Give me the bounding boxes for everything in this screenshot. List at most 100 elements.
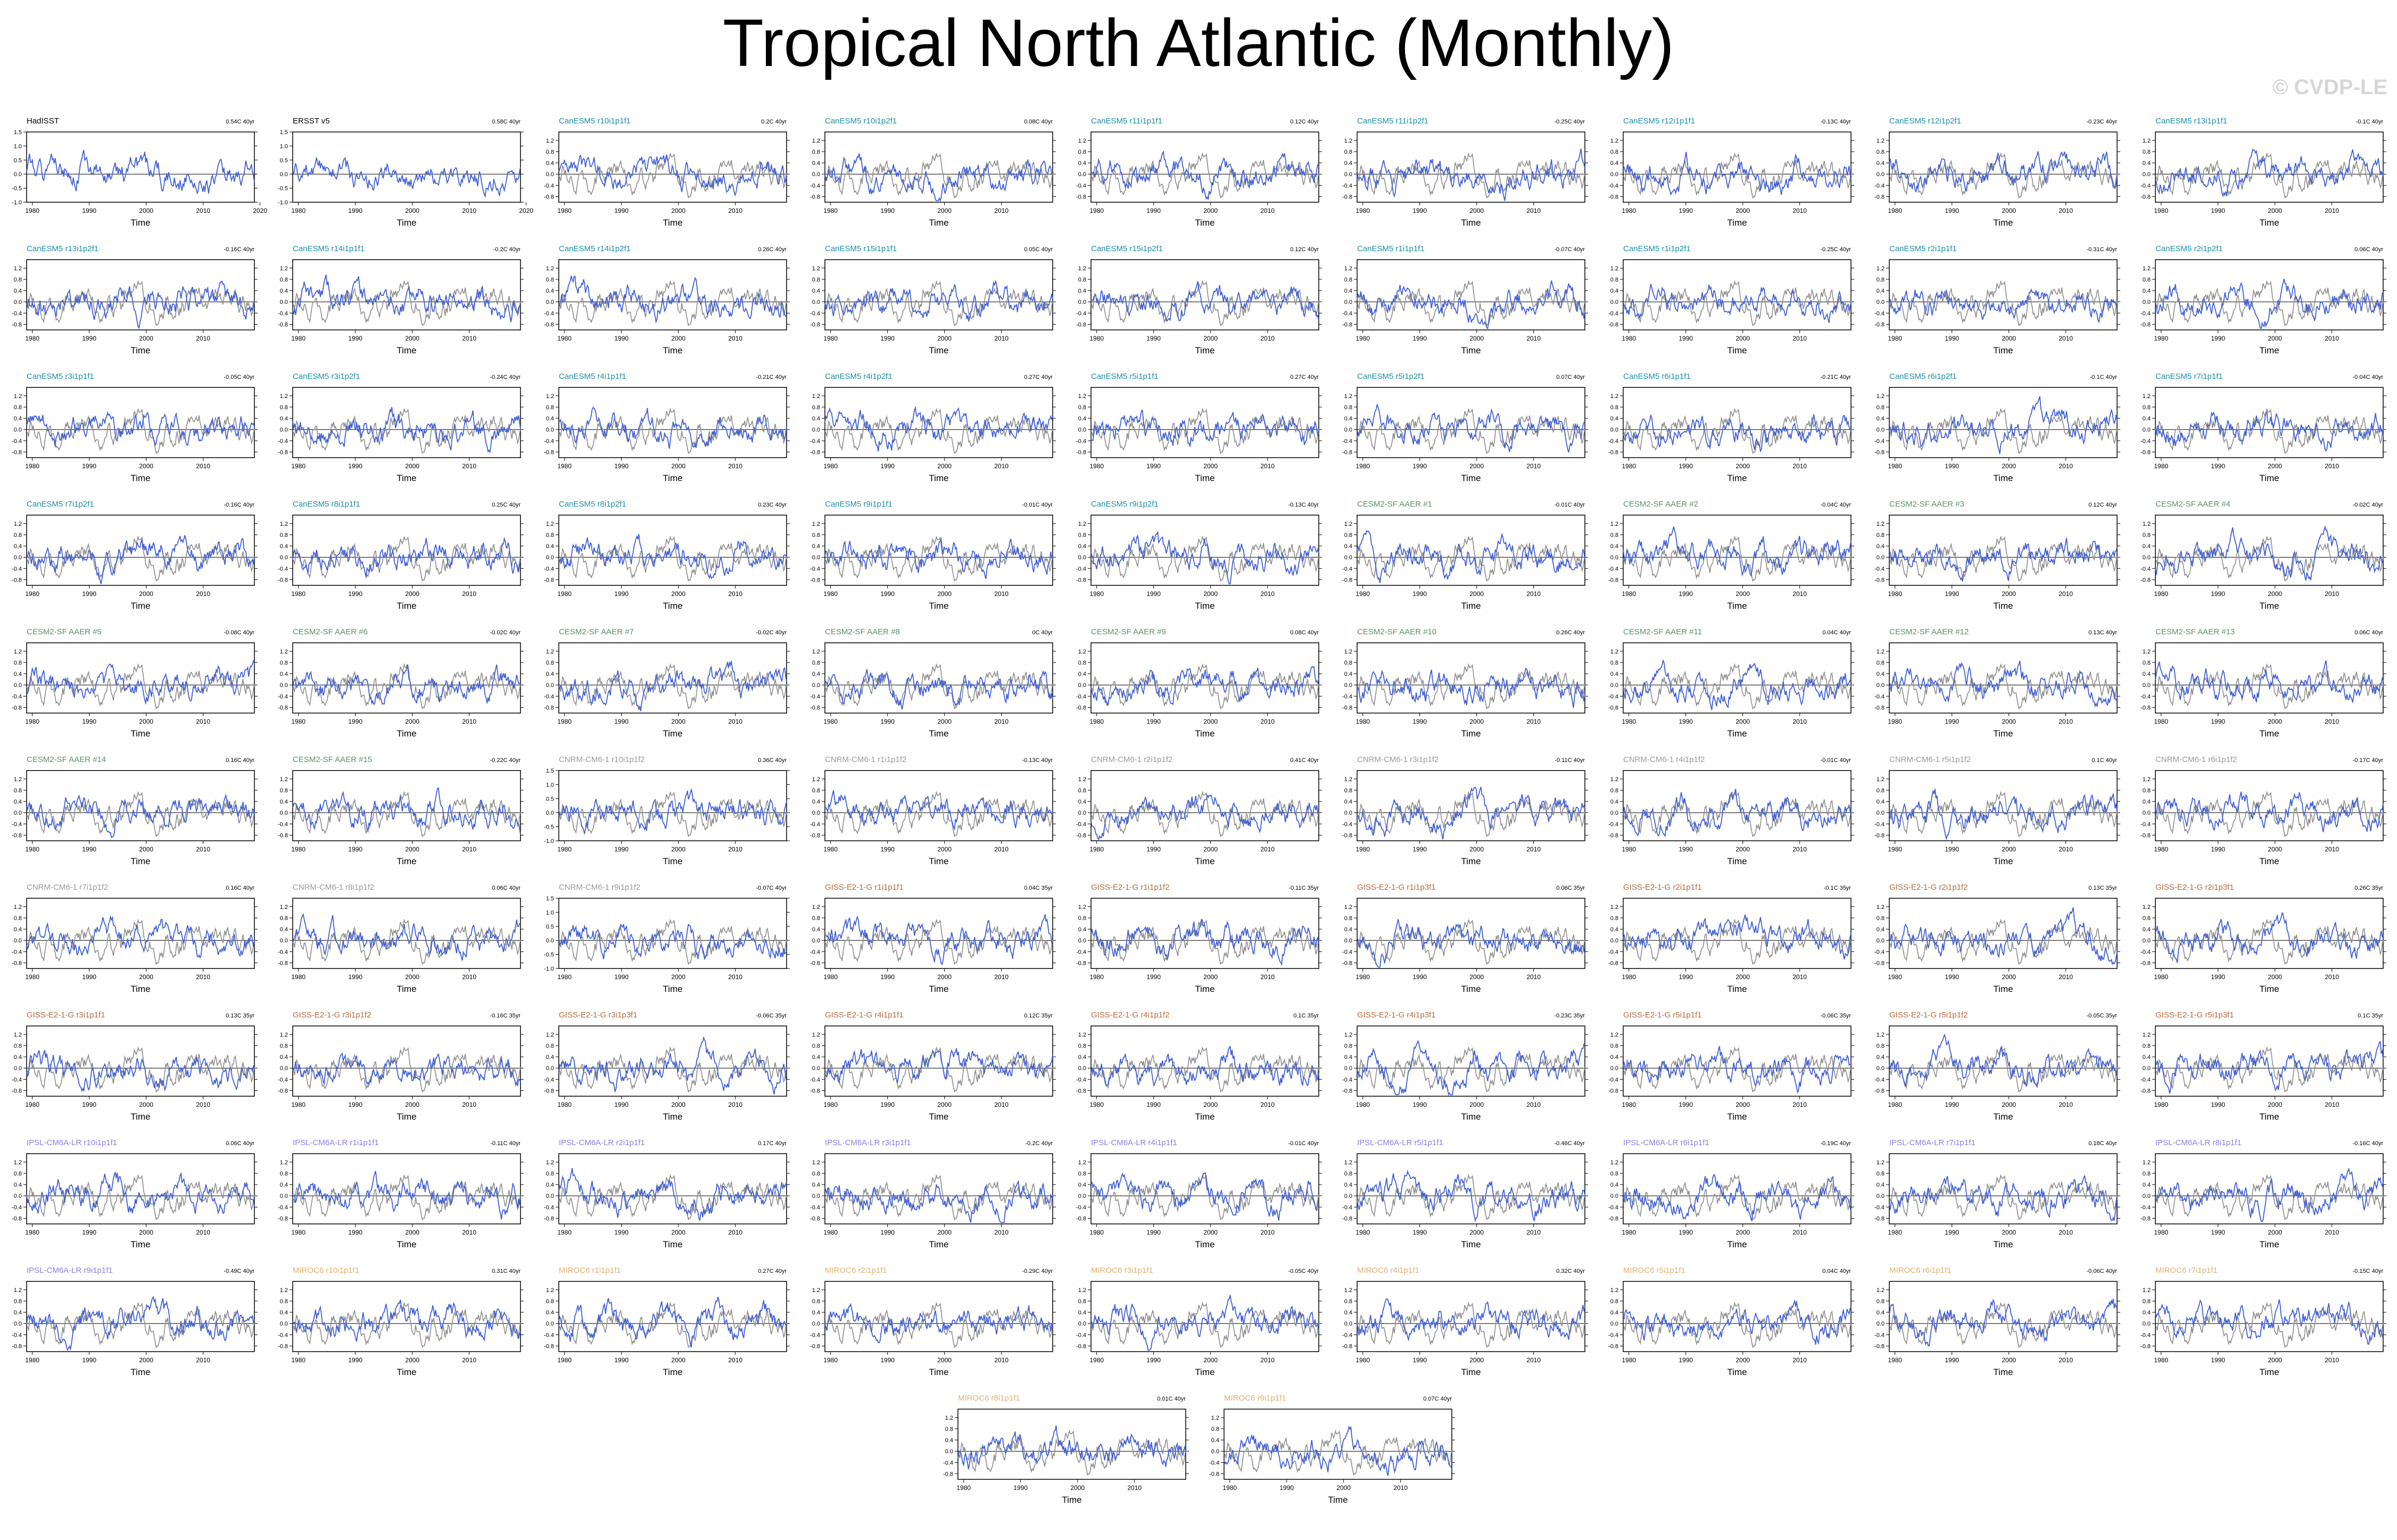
obs-series-line <box>292 663 521 710</box>
y-tick-label: -0.4 <box>2140 1077 2151 1083</box>
chart-panel: MIROC6 r10i1p1f1 0.31C 40yr1.20.80.40.0-0… <box>278 1266 524 1377</box>
trend-label: 0.36C 40yr <box>758 757 787 764</box>
trend-label: 0.07C 40yr <box>1556 374 1585 380</box>
chart-panel: CNRM-CM6-1 r9i1p1f2 -0.07C 40yr1.51.00.50… <box>544 883 790 994</box>
x-tick-label: 1990 <box>1412 590 1427 598</box>
trend-label: -0.49C 40yr <box>224 1268 255 1274</box>
y-tick-label: 0.8 <box>14 1298 22 1305</box>
obs-series-line <box>558 535 787 582</box>
y-tick-label: 1.2 <box>945 1415 953 1421</box>
y-tick-label: 0.8 <box>280 277 288 283</box>
plot-frame <box>26 1153 255 1224</box>
y-tick-label: 0.8 <box>1078 788 1086 794</box>
y-tick-label: -0.4 <box>1874 438 1884 444</box>
chart-panel: CNRM-CM6-1 r3i1p1f2 -0.11C 40yr1.20.80.40… <box>1342 755 1588 866</box>
y-tick-label: 1.2 <box>1344 776 1352 783</box>
y-tick-label: -1.0 <box>544 966 554 972</box>
x-axis-label: Time <box>1993 218 2013 228</box>
y-tick-label: 0.0 <box>1078 682 1086 689</box>
y-tick-label: -0.8 <box>810 1343 820 1349</box>
x-tick-label: 2010 <box>1526 1229 1541 1236</box>
x-tick-label: 1990 <box>1679 846 1693 853</box>
x-axis-label: Time <box>1461 856 1481 866</box>
obs-series-line <box>1357 1046 1585 1093</box>
plot-frame <box>558 1025 787 1097</box>
plot-frame <box>2155 515 2384 586</box>
plot-frame <box>1357 259 1585 330</box>
y-tick-label: 0.0 <box>812 299 820 305</box>
plot-frame <box>824 642 1053 714</box>
x-tick-label: 2010 <box>1792 718 1807 725</box>
panel-title: GISS-E2-1-G r1i1p1f2 <box>1091 883 1170 892</box>
chart-panel: GISS-E2-1-G r4i1p1f1 0.12C 35yr1.20.80.40… <box>810 1011 1056 1122</box>
x-tick-label: 2000 <box>405 1101 419 1108</box>
x-tick-label: 2010 <box>1526 335 1541 342</box>
plot-frame <box>2155 1025 2384 1097</box>
model-series-line <box>1889 151 2118 193</box>
x-axis-label: Time <box>1727 984 1747 994</box>
x-axis-label: Time <box>130 473 150 483</box>
x-axis-label: Time <box>1461 345 1481 355</box>
obs-series-line <box>824 408 1053 454</box>
y-tick-label: 0.8 <box>280 915 288 922</box>
y-tick-label: 1.2 <box>1344 904 1352 910</box>
panel-title: GISS-E2-1-G r4i1p3f1 <box>1357 1011 1436 1020</box>
plot-frame <box>1889 1025 2118 1097</box>
y-tick-label: 1.2 <box>1344 1032 1352 1038</box>
x-tick-label: 2010 <box>994 1229 1009 1236</box>
panel-title: GISS-E2-1-G r3i1p1f2 <box>293 1011 371 1020</box>
x-tick-label: 1990 <box>880 1356 895 1364</box>
obs-series-line <box>558 1174 787 1221</box>
chart-panel: CESM2-SF AAER #4 -0.02C 40yr1.20.80.40.0-… <box>2140 500 2386 611</box>
x-tick-label: 1990 <box>1412 846 1427 853</box>
panel-title: CanESM5 r13i1p2f1 <box>27 244 98 253</box>
y-tick-label: 0.8 <box>1610 404 1618 411</box>
y-tick-label: 1.2 <box>1610 521 1618 527</box>
chart-panel: IPSL-CM6A-LR r2i1p1f1 0.17C 40yr1.20.80.4… <box>544 1138 790 1249</box>
x-axis-label: Time <box>1727 1367 1747 1377</box>
x-axis-label: Time <box>929 218 948 228</box>
obs-series-line <box>824 918 1053 965</box>
y-tick-label: 0.8 <box>1877 277 1884 283</box>
y-tick-label: 0.0 <box>1877 1065 1884 1072</box>
x-tick-label: 2010 <box>2325 462 2339 470</box>
x-tick-label: 2000 <box>1469 1229 1484 1236</box>
chart-panel: GISS-E2-1-G r3i1p1f2 -0.16C 35yr1.20.80.4… <box>278 1011 524 1122</box>
x-tick-label: 1980 <box>1888 590 1902 598</box>
chart-panel: GISS-E2-1-G r4i1p3f1 -0.23C 35yr1.20.80.4… <box>1342 1011 1588 1122</box>
y-tick-label: 1.2 <box>1877 1160 1884 1166</box>
x-tick-label: 1980 <box>2154 1356 2168 1364</box>
chart-panel: CanESM5 r13i1p2f1 -0.16C 40yr1.20.80.40.0… <box>12 244 258 355</box>
obs-series-line <box>1357 918 1585 965</box>
y-tick-label: 0.8 <box>546 1298 554 1305</box>
y-tick-label: 1.2 <box>546 266 554 272</box>
panel-title: CNRM-CM6-1 r4i1p1f2 <box>1623 755 1705 764</box>
x-tick-label: 1990 <box>880 718 895 725</box>
model-series-line <box>26 535 255 584</box>
x-tick-label: 1990 <box>1279 1484 1294 1492</box>
model-series-line <box>2155 1040 2384 1094</box>
x-tick-label: 1980 <box>291 846 305 853</box>
y-tick-label: 0.4 <box>1344 543 1352 550</box>
x-axis-label: Time <box>1727 473 1747 483</box>
x-tick-label: 2000 <box>937 846 952 853</box>
y-tick-label: 1.2 <box>1078 904 1086 910</box>
panel-title: CNRM-CM6-1 r3i1p1f2 <box>1357 755 1439 764</box>
y-tick-label: 0.0 <box>280 299 288 305</box>
plot-frame <box>1090 1153 1319 1224</box>
y-tick-label: 0.4 <box>945 1437 953 1444</box>
y-tick-label: -0.8 <box>1608 449 1618 456</box>
y-tick-label: -0.4 <box>943 1460 953 1466</box>
x-tick-label: 2010 <box>994 718 1009 725</box>
x-tick-label: 1990 <box>1945 207 1959 214</box>
y-tick-label: -0.8 <box>2140 194 2151 200</box>
y-tick-label: 1.2 <box>1610 649 1618 655</box>
y-tick-label: 0.4 <box>2143 416 2151 422</box>
y-tick-label: 0.8 <box>1078 1171 1086 1177</box>
watermark: © CVDP-LE <box>2272 76 2387 99</box>
x-tick-label: 2010 <box>1526 207 1541 214</box>
x-axis-label: Time <box>1195 473 1214 483</box>
chart-panel: IPSL-CM6A-LR r4i1p1f1 -0.01C 40yr1.20.80.… <box>1076 1138 1322 1249</box>
x-tick-label: 1980 <box>1222 1484 1237 1492</box>
y-tick-label: 0.4 <box>1344 799 1352 805</box>
